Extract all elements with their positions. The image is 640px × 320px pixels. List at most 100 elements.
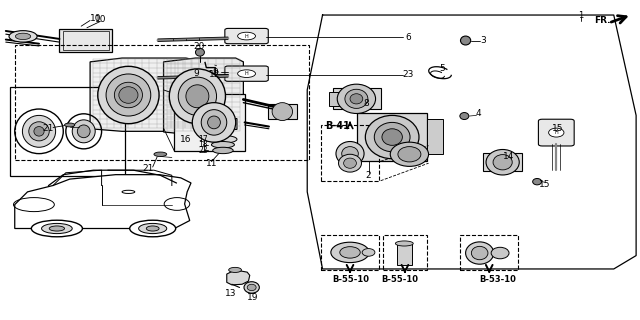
- Ellipse shape: [491, 247, 509, 259]
- Ellipse shape: [466, 242, 493, 264]
- Ellipse shape: [115, 82, 143, 108]
- Polygon shape: [90, 58, 202, 131]
- Bar: [333, 88, 381, 109]
- Text: 10: 10: [95, 15, 106, 24]
- Bar: [461, 235, 518, 270]
- Text: 16: 16: [179, 135, 191, 144]
- Text: 21: 21: [142, 164, 153, 173]
- Polygon shape: [15, 175, 191, 228]
- Ellipse shape: [170, 69, 225, 124]
- Ellipse shape: [49, 226, 65, 231]
- Ellipse shape: [471, 246, 488, 260]
- Polygon shape: [227, 271, 250, 285]
- Text: B-55-10: B-55-10: [332, 275, 369, 284]
- Bar: [321, 235, 379, 270]
- Ellipse shape: [532, 179, 541, 185]
- Ellipse shape: [192, 103, 236, 142]
- Text: FR.: FR.: [594, 16, 611, 25]
- Ellipse shape: [65, 123, 75, 127]
- Bar: [428, 119, 443, 154]
- Ellipse shape: [72, 120, 95, 143]
- Ellipse shape: [29, 122, 49, 141]
- Ellipse shape: [106, 74, 151, 116]
- Bar: [174, 94, 244, 151]
- Text: 15: 15: [552, 124, 563, 132]
- Bar: [10, 87, 125, 176]
- Ellipse shape: [130, 220, 175, 237]
- Bar: [483, 153, 522, 172]
- Ellipse shape: [34, 126, 44, 136]
- Ellipse shape: [390, 142, 429, 166]
- Ellipse shape: [486, 149, 519, 175]
- Text: 20: 20: [193, 42, 204, 52]
- Ellipse shape: [119, 87, 138, 103]
- Bar: [321, 125, 379, 181]
- Bar: [397, 244, 412, 265]
- Ellipse shape: [15, 33, 31, 40]
- Bar: [357, 114, 428, 161]
- Ellipse shape: [195, 49, 204, 56]
- Ellipse shape: [98, 66, 159, 124]
- Text: B-41: B-41: [326, 121, 350, 131]
- Bar: [383, 235, 428, 270]
- Ellipse shape: [139, 223, 167, 234]
- Text: 9: 9: [193, 69, 198, 78]
- Text: 22: 22: [198, 146, 207, 155]
- Text: 18: 18: [198, 140, 207, 149]
- Ellipse shape: [237, 70, 255, 77]
- Bar: [15, 45, 308, 160]
- Ellipse shape: [9, 31, 37, 42]
- FancyBboxPatch shape: [538, 119, 574, 146]
- Ellipse shape: [461, 36, 470, 45]
- Text: 2: 2: [365, 171, 371, 180]
- Ellipse shape: [22, 116, 56, 147]
- Ellipse shape: [365, 116, 419, 159]
- Ellipse shape: [211, 141, 234, 148]
- Ellipse shape: [374, 123, 410, 152]
- Polygon shape: [209, 119, 237, 129]
- Text: 12: 12: [209, 70, 220, 79]
- Text: 17: 17: [198, 135, 207, 144]
- Text: 5: 5: [440, 64, 445, 73]
- Text: 19: 19: [247, 293, 259, 302]
- Text: 15: 15: [539, 180, 550, 189]
- Ellipse shape: [337, 84, 376, 114]
- Ellipse shape: [237, 32, 255, 40]
- Text: 21: 21: [42, 124, 54, 132]
- Ellipse shape: [398, 147, 421, 162]
- Ellipse shape: [350, 94, 363, 104]
- Ellipse shape: [244, 282, 259, 293]
- Ellipse shape: [154, 152, 167, 156]
- Ellipse shape: [42, 223, 72, 234]
- Ellipse shape: [548, 128, 564, 137]
- Polygon shape: [164, 58, 243, 135]
- Text: 1: 1: [578, 12, 583, 20]
- Text: 13: 13: [225, 289, 236, 298]
- Ellipse shape: [344, 158, 356, 168]
- Text: 3: 3: [481, 36, 486, 45]
- Bar: [63, 31, 109, 50]
- Ellipse shape: [460, 113, 468, 120]
- Ellipse shape: [382, 129, 403, 145]
- Ellipse shape: [345, 89, 368, 108]
- Text: 8: 8: [363, 99, 369, 108]
- Ellipse shape: [342, 147, 358, 161]
- Ellipse shape: [186, 85, 209, 108]
- Text: 11: 11: [205, 159, 217, 168]
- Ellipse shape: [31, 220, 83, 237]
- Text: 23: 23: [403, 70, 414, 79]
- Ellipse shape: [147, 226, 159, 231]
- Ellipse shape: [339, 154, 362, 172]
- Ellipse shape: [207, 116, 220, 129]
- Ellipse shape: [331, 242, 369, 263]
- Text: H: H: [244, 71, 248, 76]
- Bar: [60, 29, 112, 52]
- Text: B-55-10: B-55-10: [381, 275, 419, 284]
- Ellipse shape: [493, 155, 512, 170]
- Ellipse shape: [272, 103, 292, 121]
- Text: H: H: [554, 130, 558, 135]
- FancyBboxPatch shape: [225, 28, 268, 44]
- Ellipse shape: [77, 125, 90, 138]
- Ellipse shape: [228, 268, 241, 272]
- FancyBboxPatch shape: [225, 66, 268, 81]
